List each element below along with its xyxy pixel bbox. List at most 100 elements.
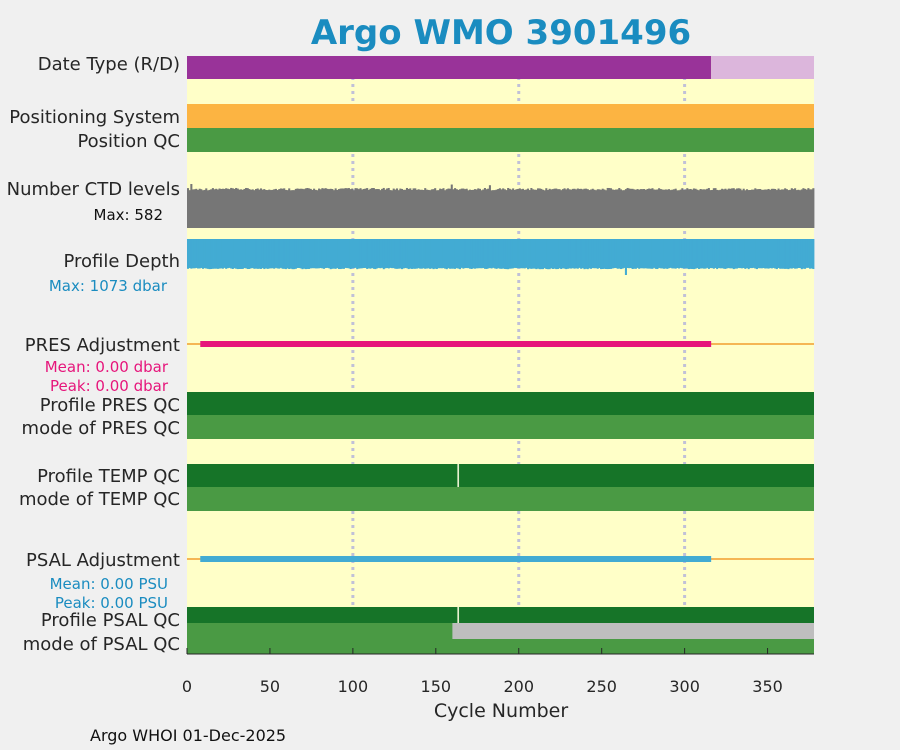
profile-depth-bar-307 bbox=[694, 239, 697, 269]
profile-depth-bar-103 bbox=[356, 239, 359, 270]
ctd-levels-bar-103 bbox=[356, 188, 359, 228]
profile-depth-bar-133 bbox=[405, 239, 409, 269]
profile-depth-bar-203 bbox=[522, 239, 525, 269]
ctd-levels-bar-323 bbox=[721, 188, 724, 228]
ctd-levels-bar-290 bbox=[666, 189, 669, 228]
ctd-levels-bar-212 bbox=[536, 188, 540, 228]
ctd-levels-bar-60 bbox=[284, 189, 287, 228]
profile-depth-bar-202 bbox=[520, 239, 523, 269]
ctd-levels-bar-308 bbox=[696, 189, 699, 228]
ctd-levels-bar-141 bbox=[419, 189, 422, 228]
profile-depth-bar-337 bbox=[744, 239, 747, 269]
profile-depth-bar-284 bbox=[656, 239, 659, 270]
profile-depth-bar-80 bbox=[318, 239, 321, 269]
profile-depth-bar-354 bbox=[772, 239, 775, 268]
ctd-levels-bar-126 bbox=[394, 189, 397, 228]
profile-depth-bar-209 bbox=[532, 239, 535, 269]
date-type-segment-0 bbox=[187, 56, 712, 79]
profile-depth-bar-44 bbox=[258, 239, 261, 269]
ctd-levels-bar-147 bbox=[429, 190, 432, 228]
profile-depth-bar-187 bbox=[495, 239, 498, 269]
profile-depth-bar-371 bbox=[800, 239, 803, 270]
ctd-levels-bar-102 bbox=[354, 188, 357, 228]
ctd-levels-bar-346 bbox=[759, 189, 762, 228]
profile-depth-bar-25 bbox=[226, 239, 229, 269]
mode-pres-qc-segment-0 bbox=[187, 415, 814, 439]
profile-depth-bar-268 bbox=[629, 239, 632, 269]
profile-depth-bar-359 bbox=[780, 239, 783, 269]
profile-depth-bar-304 bbox=[689, 239, 692, 269]
ctd-levels-bar-38 bbox=[248, 189, 251, 228]
profile-depth-bar-374 bbox=[805, 239, 808, 268]
ctd-levels-bar-302 bbox=[686, 188, 689, 228]
profile-depth-bar-16 bbox=[211, 239, 214, 269]
profile-depth-bar-300 bbox=[682, 239, 686, 269]
profile-depth-bar-285 bbox=[658, 239, 661, 268]
ctd-levels-bar-138 bbox=[414, 188, 417, 228]
profile-depth-bar-369 bbox=[797, 239, 800, 269]
ctd-levels-bar-202 bbox=[520, 189, 523, 228]
profile-depth-bar-108 bbox=[364, 239, 367, 268]
ctd-levels-bar-136 bbox=[410, 189, 413, 228]
ctd-levels-bar-197 bbox=[512, 188, 515, 228]
ctd-levels-bar-215 bbox=[541, 189, 545, 228]
ctd-levels-bar-371 bbox=[800, 189, 803, 228]
ctd-levels-bar-319 bbox=[714, 188, 717, 228]
ctd-levels-bar-77 bbox=[313, 188, 316, 228]
profile-depth-bar-106 bbox=[361, 239, 364, 269]
ctd-levels-bar-243 bbox=[588, 190, 591, 228]
ctd-levels-bar-288 bbox=[663, 189, 666, 228]
ctd-levels-bar-85 bbox=[326, 188, 329, 228]
profile-depth-bar-224 bbox=[556, 239, 559, 270]
ctd-levels-bar-153 bbox=[439, 188, 442, 228]
ctd-levels-bar-166 bbox=[460, 188, 463, 228]
ctd-levels-bar-294 bbox=[673, 189, 676, 228]
profile-depth-bar-269 bbox=[631, 239, 634, 270]
profile-depth-bar-256 bbox=[609, 239, 613, 269]
profile-depth-bar-14 bbox=[208, 239, 211, 270]
ctd-levels-bar-271 bbox=[634, 189, 637, 228]
profile-depth-bar-321 bbox=[717, 239, 720, 269]
ctd-levels-bar-305 bbox=[691, 189, 694, 228]
ctd-levels-bar-135 bbox=[409, 188, 412, 228]
profile-depth-bar-362 bbox=[785, 239, 788, 269]
profile-depth-bar-242 bbox=[586, 239, 589, 270]
ctd-levels-bar-44 bbox=[258, 189, 261, 228]
ctd-levels-bar-223 bbox=[555, 188, 558, 228]
ctd-levels-bar-49 bbox=[266, 190, 269, 228]
profile-depth-bar-332 bbox=[736, 239, 739, 269]
profile-depth-bar-104 bbox=[357, 239, 360, 269]
profile-depth-bar-344 bbox=[755, 239, 759, 270]
ctd-levels-bar-257 bbox=[611, 189, 614, 228]
ctd-levels-bar-334 bbox=[739, 188, 742, 228]
profile-depth-bar-310 bbox=[699, 239, 702, 269]
profile-depth-bar-53 bbox=[273, 239, 276, 269]
profile-depth-bar-48 bbox=[264, 239, 268, 269]
profile-depth-bar-260 bbox=[616, 239, 619, 269]
profile-depth-bar-57 bbox=[279, 239, 282, 268]
profile-depth-bar-31 bbox=[236, 239, 239, 270]
profile-depth-bar-130 bbox=[400, 239, 404, 270]
profile-pres-qc-segment-0 bbox=[187, 392, 814, 415]
row-label-profile-pres-qc: Profile PRES QC bbox=[40, 395, 180, 416]
ctd-levels-bar-76 bbox=[311, 189, 314, 228]
ctd-levels-bars bbox=[187, 184, 815, 228]
ctd-levels-bar-261 bbox=[618, 188, 621, 228]
profile-depth-bar-67 bbox=[296, 239, 299, 268]
profile-depth-bar-139 bbox=[415, 239, 418, 269]
profile-depth-bar-164 bbox=[457, 239, 460, 269]
profile-depth-bar-305 bbox=[691, 239, 694, 269]
ctd-levels-bar-110 bbox=[367, 189, 370, 228]
ctd-levels-bar-148 bbox=[430, 189, 433, 228]
profile-depth-bar-218 bbox=[546, 239, 550, 270]
ctd-levels-bar-106 bbox=[361, 189, 364, 228]
ctd-levels-bar-116 bbox=[377, 189, 380, 228]
profile-depth-bar-9 bbox=[200, 239, 203, 268]
ctd-levels-bar-46 bbox=[261, 189, 264, 228]
ctd-levels-bar-360 bbox=[782, 189, 785, 228]
profile-depth-bar-291 bbox=[668, 239, 671, 269]
profile-depth-bar-40 bbox=[251, 239, 254, 269]
x-tick-label-350: 350 bbox=[752, 677, 783, 696]
profile-depth-bar-73 bbox=[306, 239, 309, 269]
profile-depth-bar-123 bbox=[389, 239, 392, 268]
